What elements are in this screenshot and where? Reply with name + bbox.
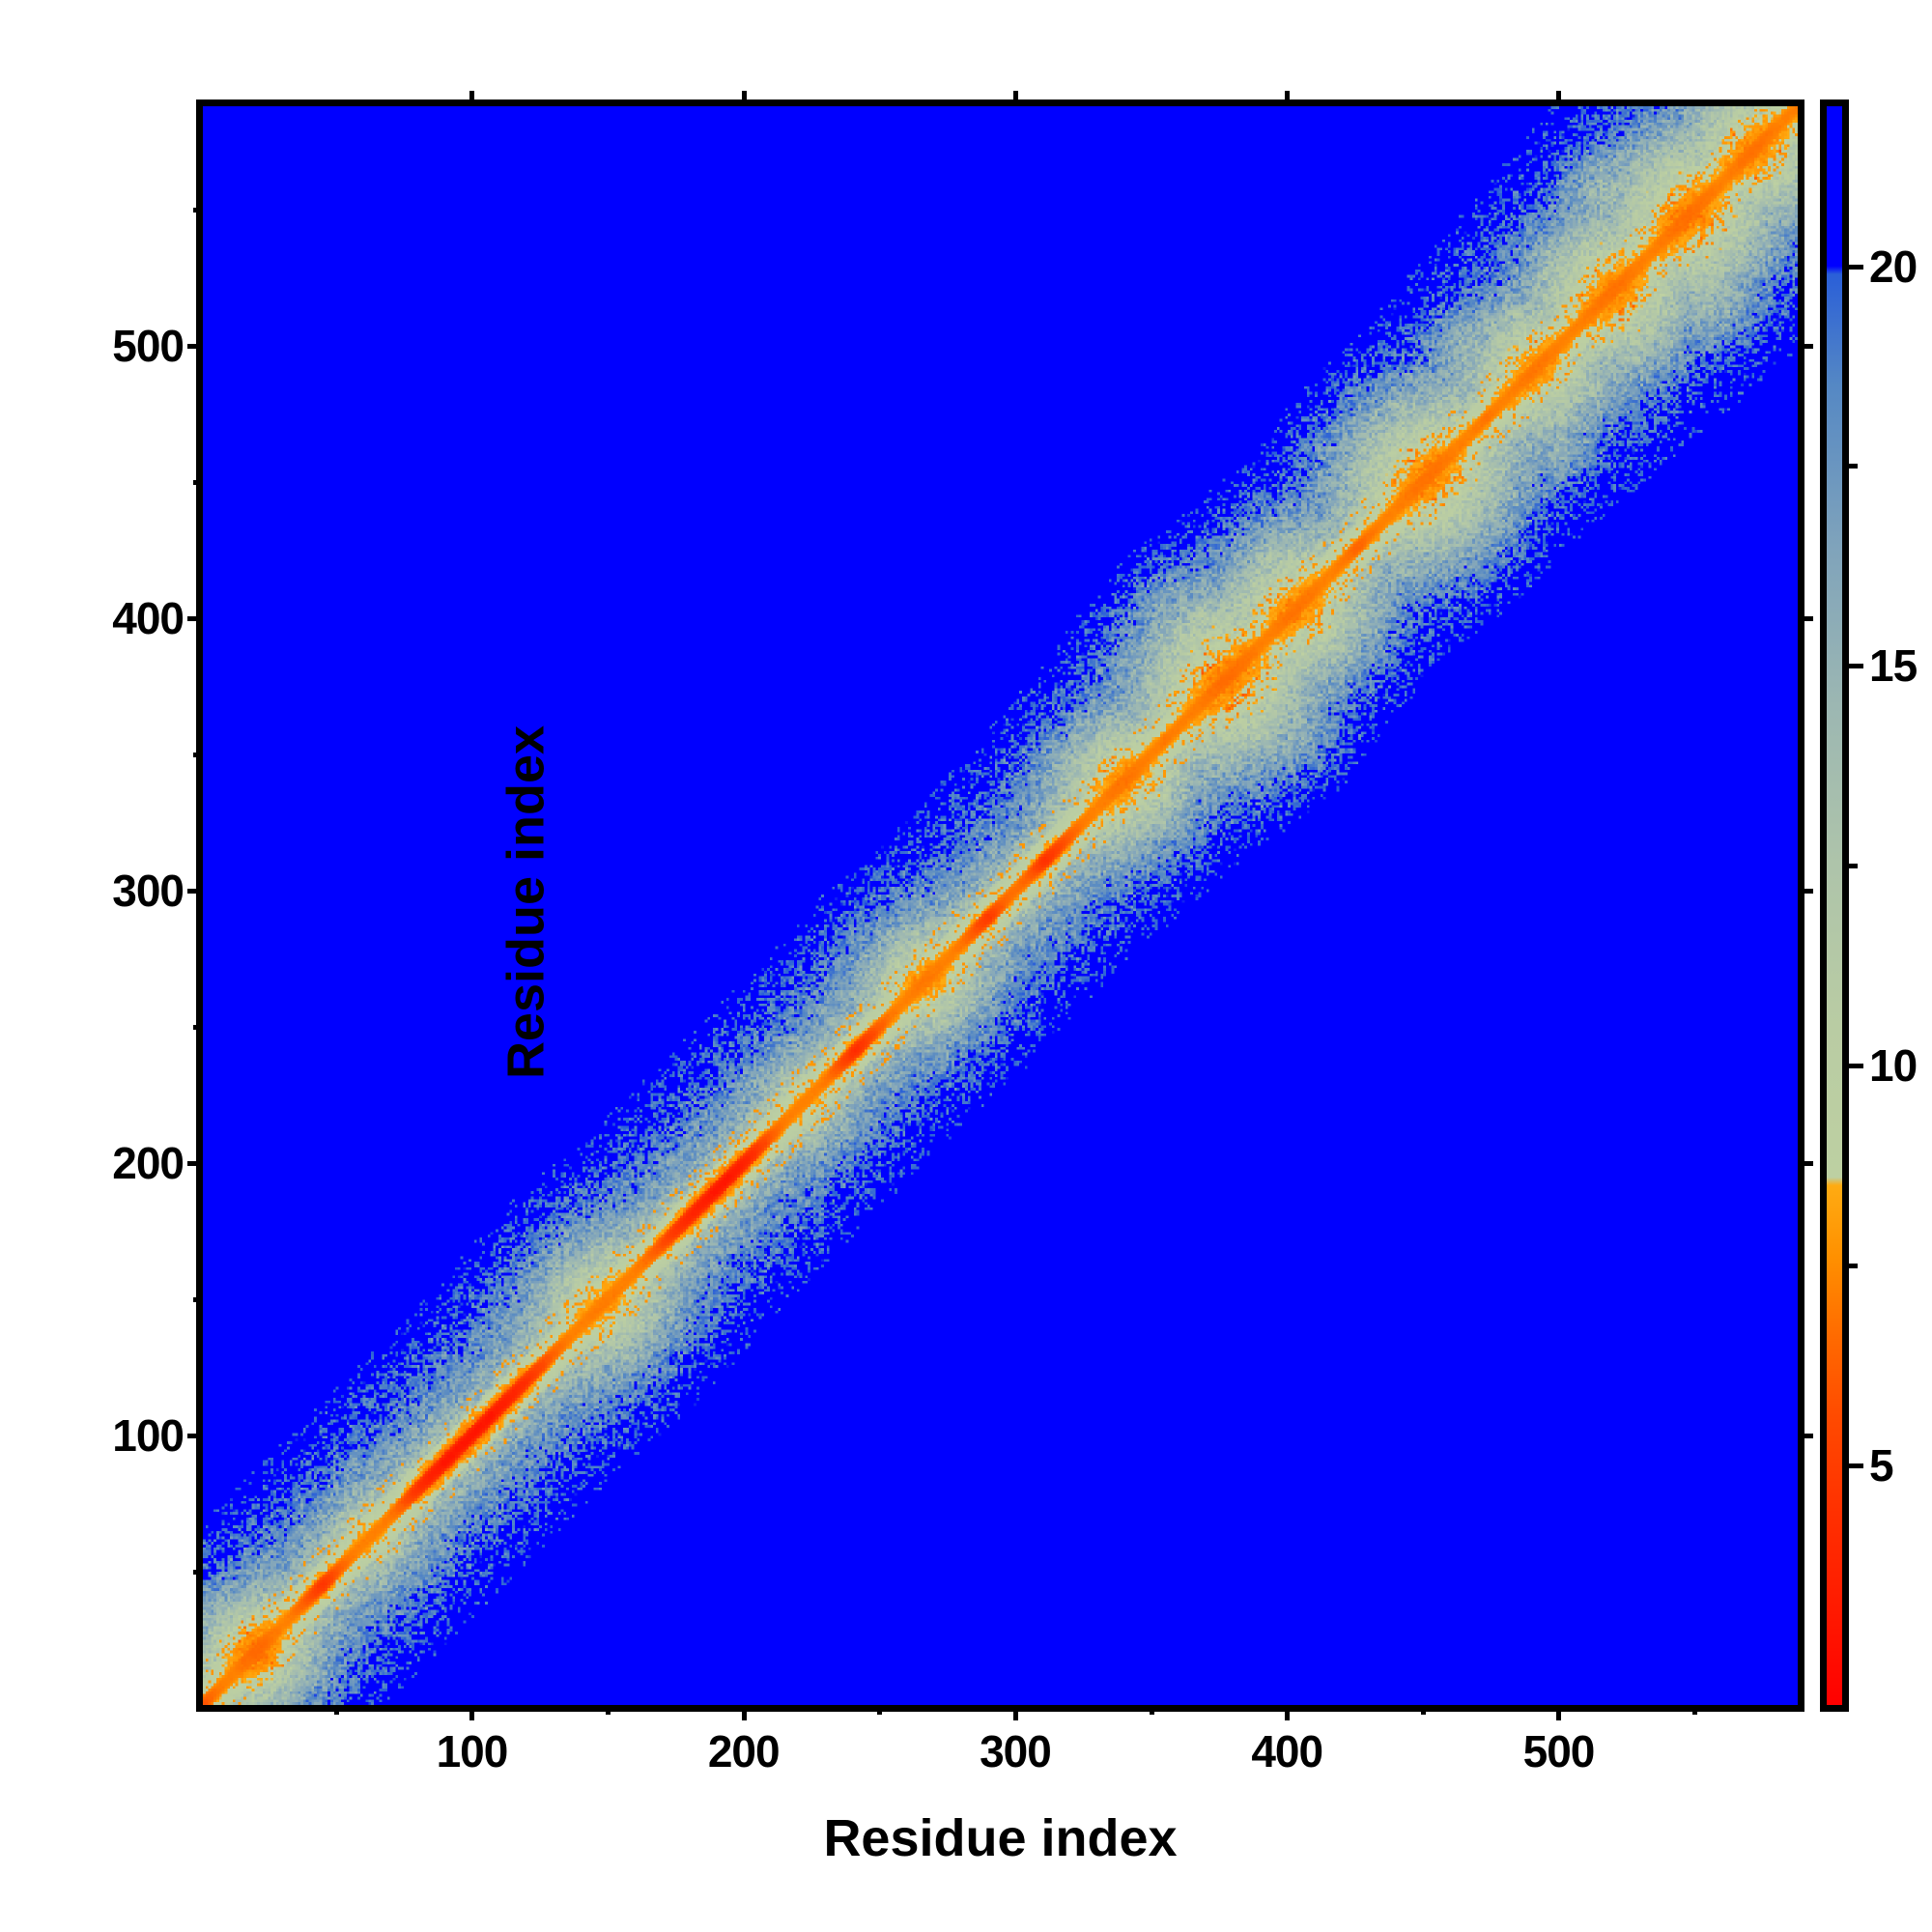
y-tick-right-200 — [1798, 1160, 1813, 1166]
y-tick-500 — [187, 344, 203, 350]
x-tick-500 — [1556, 1705, 1562, 1720]
y-minor-tick-150 — [193, 1296, 203, 1302]
colorbar-gradient — [1827, 106, 1842, 1705]
x-minor-tick-550 — [1692, 1705, 1698, 1715]
y-axis-label: Residue index — [497, 724, 555, 1079]
heatmap-canvas — [203, 106, 1798, 1705]
y-minor-tick-550 — [193, 208, 203, 213]
x-tick-top-500 — [1556, 91, 1562, 106]
colorbar — [1820, 99, 1849, 1712]
y-minor-tick-250 — [193, 1024, 203, 1030]
x-tick-top-100 — [469, 91, 475, 106]
colorbar-tick-20 — [1849, 264, 1863, 270]
colorbar-tick-15 — [1849, 664, 1863, 669]
x-tick-100 — [469, 1705, 475, 1720]
colorbar-tick-10 — [1849, 1064, 1863, 1068]
colorbar-minor-tick — [1849, 464, 1858, 469]
x-tick-300 — [1012, 1705, 1018, 1720]
colorbar-label-10: 10 — [1869, 1040, 1918, 1091]
y-tick-200 — [187, 1160, 203, 1166]
x-minor-tick-250 — [877, 1705, 883, 1715]
heatmap-plot-area — [196, 99, 1804, 1712]
y-tick-label-200: 200 — [112, 1137, 185, 1188]
x-tick-400 — [1285, 1705, 1291, 1720]
x-tick-label-100: 100 — [436, 1726, 509, 1776]
x-tick-label-400: 400 — [1251, 1726, 1323, 1776]
y-tick-label-300: 300 — [112, 865, 185, 916]
x-tick-top-200 — [741, 91, 747, 106]
x-tick-top-400 — [1285, 91, 1291, 106]
y-tick-right-100 — [1798, 1433, 1813, 1438]
x-minor-tick-350 — [1149, 1705, 1154, 1715]
y-tick-100 — [187, 1433, 203, 1438]
y-tick-right-300 — [1798, 888, 1813, 894]
y-tick-label-500: 500 — [112, 321, 185, 372]
y-minor-tick-50 — [193, 1569, 203, 1575]
y-minor-tick-350 — [193, 753, 203, 758]
colorbar-minor-tick — [1849, 1263, 1858, 1268]
colorbar-tick-5 — [1849, 1463, 1863, 1468]
x-axis-label: Residue index — [823, 1809, 1178, 1867]
x-tick-top-300 — [1012, 91, 1018, 106]
colorbar-label-15: 15 — [1869, 640, 1918, 692]
y-tick-label-400: 400 — [112, 593, 185, 644]
y-tick-300 — [187, 888, 203, 894]
x-tick-label-500: 500 — [1522, 1726, 1596, 1776]
x-tick-label-300: 300 — [980, 1726, 1052, 1776]
colorbar-minor-tick — [1849, 864, 1858, 869]
y-minor-tick-450 — [193, 480, 203, 486]
y-tick-right-400 — [1798, 616, 1813, 622]
colorbar-label-5: 5 — [1869, 1439, 1894, 1491]
y-tick-label-100: 100 — [112, 1409, 185, 1461]
x-minor-tick-50 — [333, 1705, 339, 1715]
x-minor-tick-150 — [606, 1705, 611, 1715]
y-tick-400 — [187, 616, 203, 622]
colorbar-label-20: 20 — [1869, 241, 1918, 292]
x-tick-label-200: 200 — [707, 1726, 781, 1776]
x-tick-200 — [741, 1705, 747, 1720]
y-tick-right-500 — [1798, 344, 1813, 350]
x-minor-tick-450 — [1420, 1705, 1426, 1715]
